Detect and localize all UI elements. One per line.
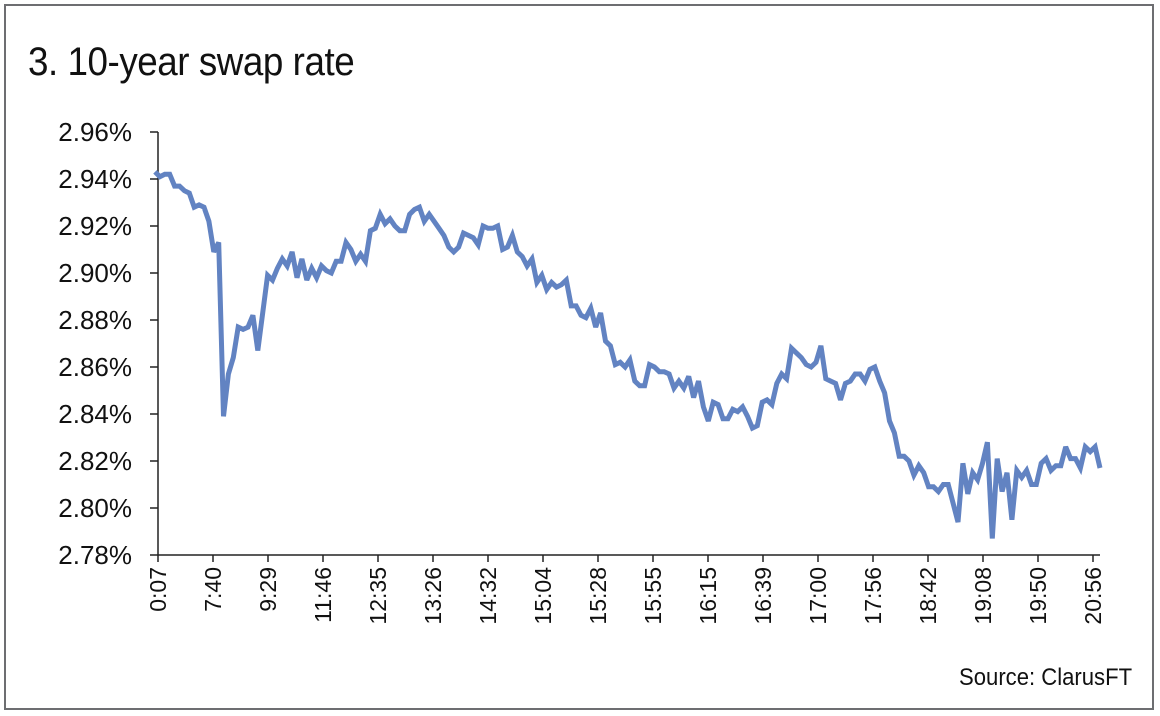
x-tick-label: 15:55 — [640, 567, 666, 625]
x-tick-labels: 0:07 7:40 9:29 11:46 12:35 13:26 14:32 15:04 15:… — [145, 567, 1106, 625]
y-tick-label: 2.86% — [58, 352, 132, 382]
y-tick-label: 2.94% — [58, 164, 132, 194]
y-tick-label: 2.96% — [58, 117, 132, 147]
y-tick-label: 2.88% — [58, 305, 132, 335]
x-tick-label: 7:40 — [200, 567, 226, 612]
x-tick-label: 17:56 — [860, 567, 886, 625]
x-tick-label: 20:56 — [1080, 567, 1106, 625]
x-tick-label: 18:42 — [915, 567, 941, 625]
y-tick-labels: 2.78% 2.80% 2.82% 2.84% 2.86% 2.88% 2.90% 2.92%… — [58, 117, 132, 570]
x-tick-label: 14:32 — [475, 567, 501, 625]
axes — [150, 131, 1100, 562]
chart-title: 3. 10-year swap rate — [28, 40, 355, 84]
chart-frame — [4, 4, 1154, 710]
x-tick-label: 16:15 — [695, 567, 721, 625]
source-note: Source: ClarusFT — [958, 664, 1132, 691]
x-tick-label: 0:07 — [145, 567, 171, 612]
x-tick-label: 15:04 — [530, 567, 556, 625]
x-tick-label: 12:35 — [365, 567, 391, 625]
y-tick-label: 2.90% — [58, 258, 132, 288]
y-tick-label: 2.78% — [58, 540, 132, 570]
y-tick-label: 2.92% — [58, 211, 132, 241]
x-tick-label: 13:26 — [420, 567, 446, 625]
series-line-10y-swap — [153, 170, 1103, 539]
x-tick-label: 16:39 — [750, 567, 776, 625]
x-tick-label: 15:28 — [585, 567, 611, 625]
y-tick-label: 2.80% — [58, 493, 132, 523]
series-group — [153, 170, 1103, 539]
x-tick-label: 11:46 — [310, 567, 336, 623]
x-tick-label: 9:29 — [255, 567, 281, 612]
y-tick-label: 2.84% — [58, 399, 132, 429]
y-tick-label: 2.82% — [58, 446, 132, 476]
x-tick-label: 19:08 — [970, 567, 996, 625]
x-tick-label: 19:50 — [1025, 567, 1051, 625]
x-tick-label: 17:00 — [805, 567, 831, 625]
